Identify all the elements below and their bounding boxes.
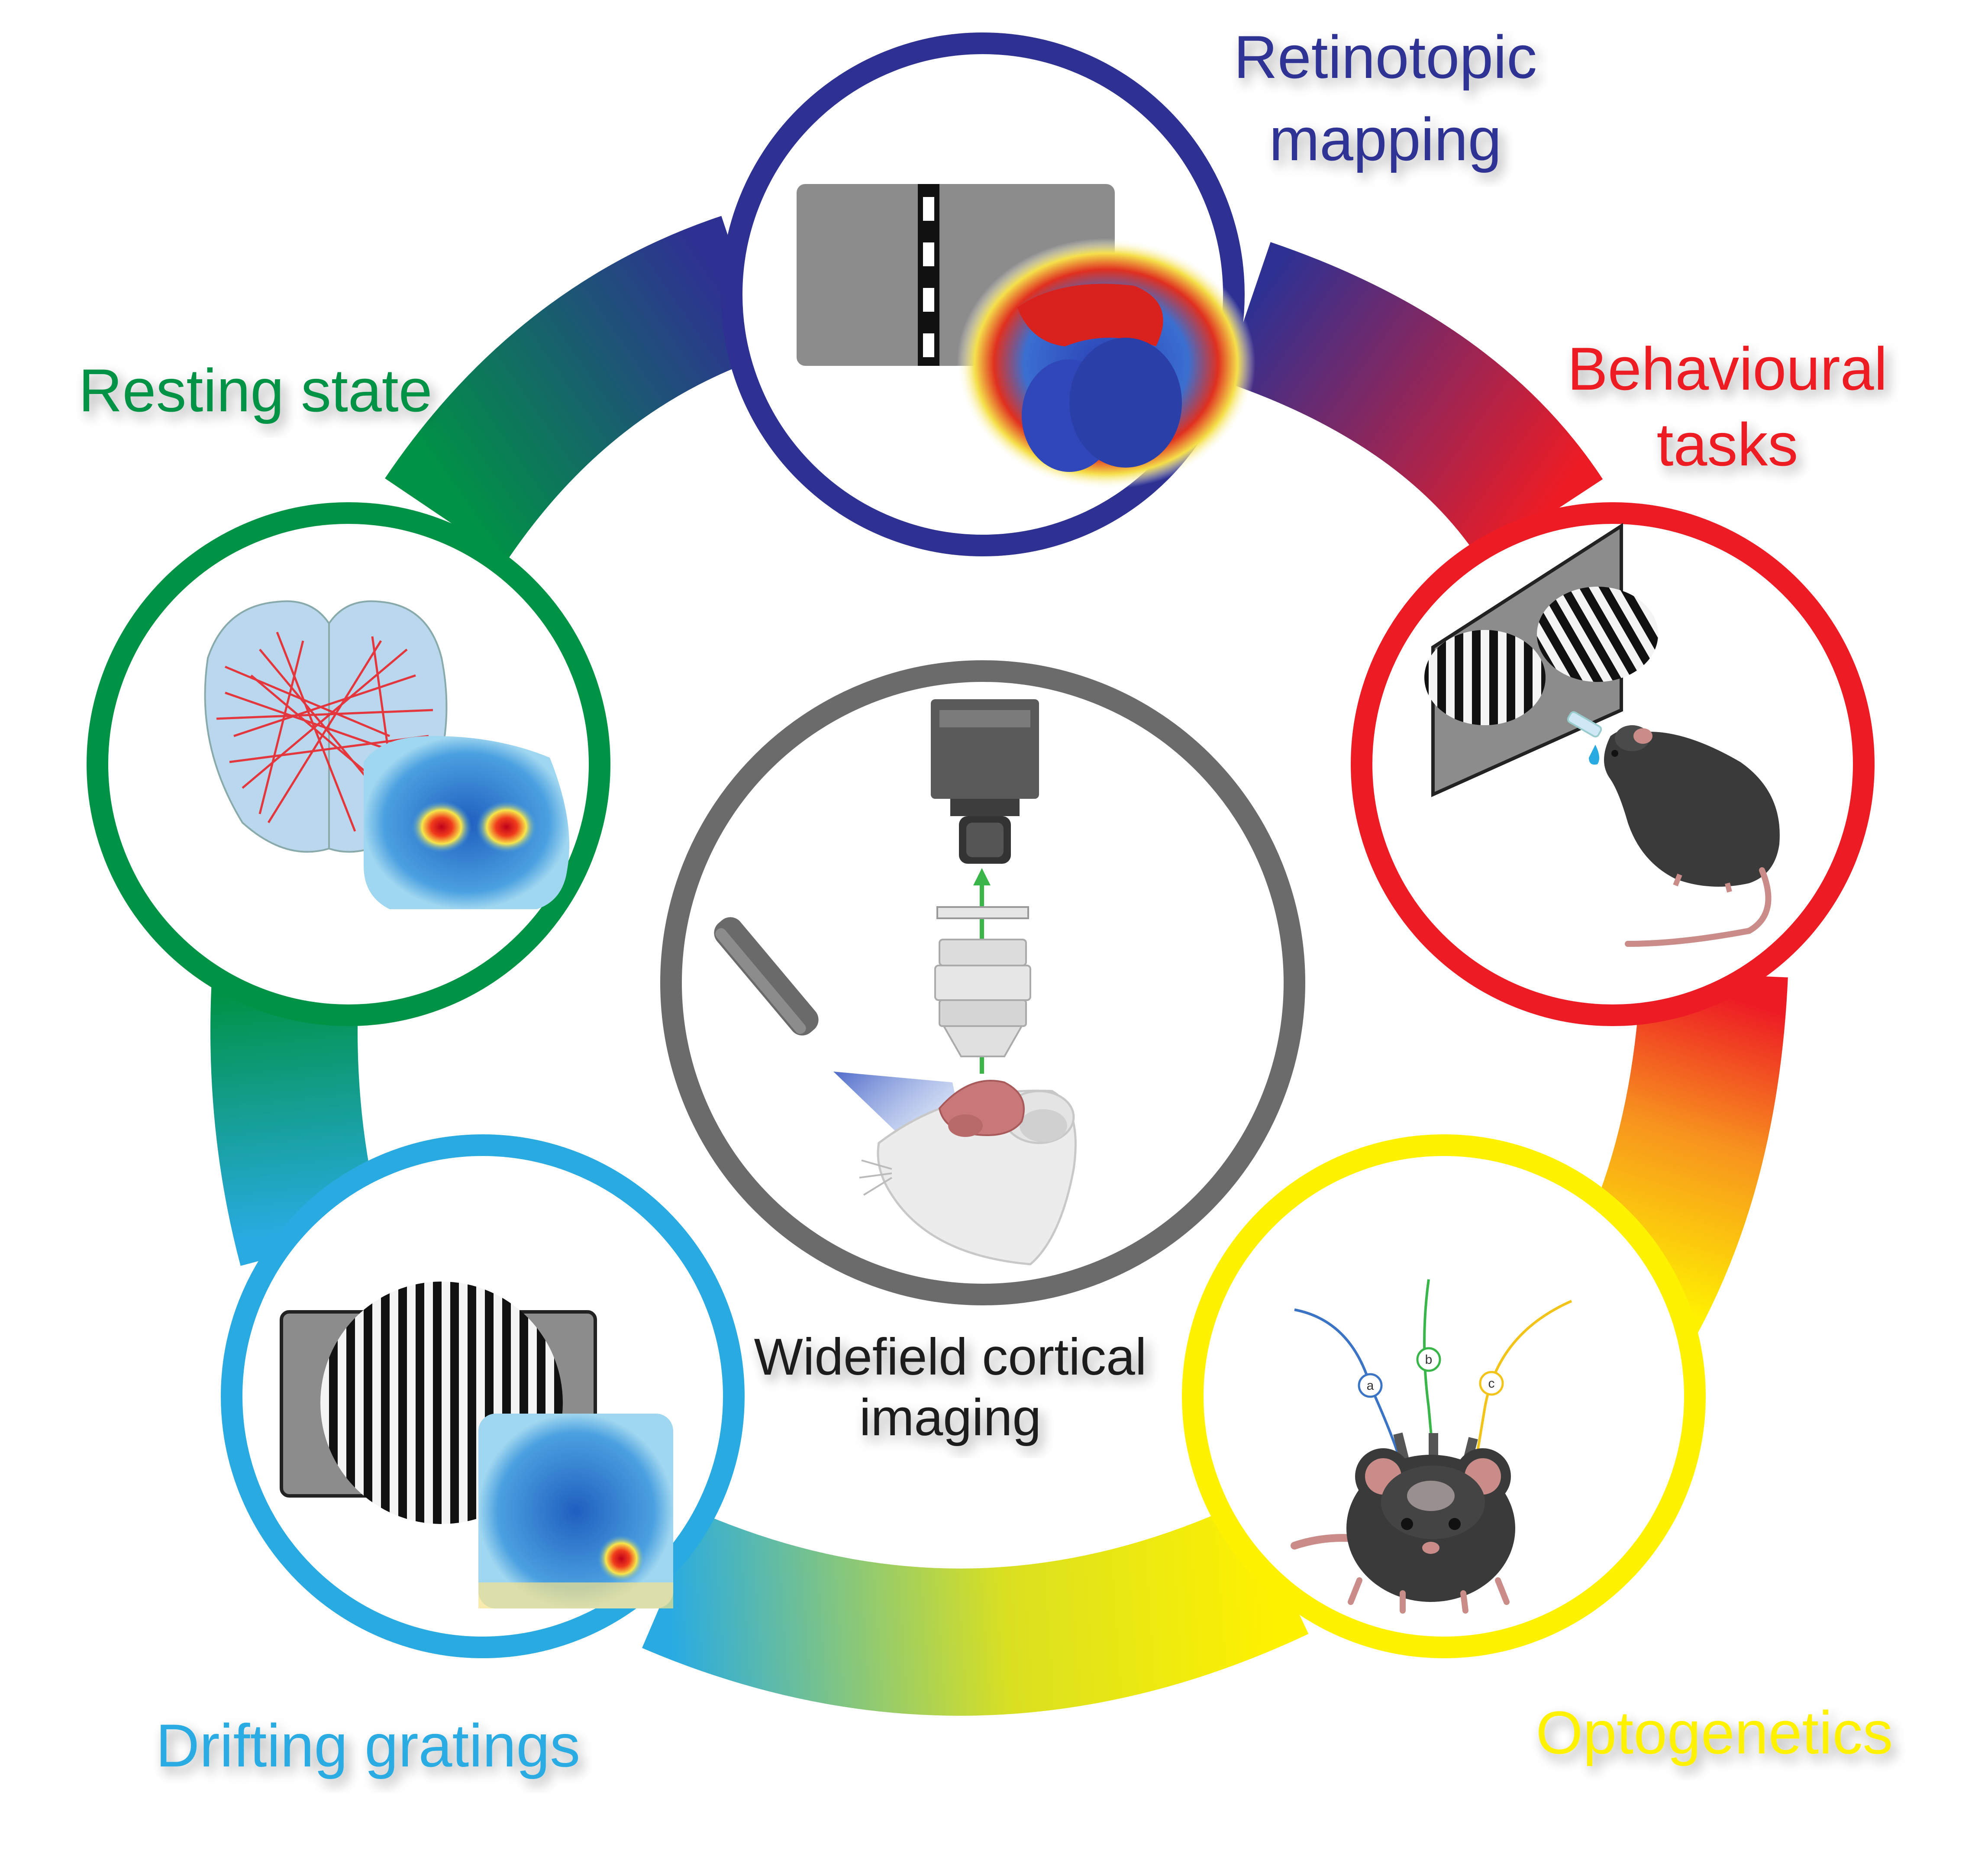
fiber-c-marker [1479,1371,1504,1396]
behavioural-node: Behavioural tasks [1351,335,1888,1026]
mouse-icon [1604,725,1780,947]
left-grating-icon [1424,630,1546,725]
filter-plate [936,906,1029,919]
optogenetics-label: Optogenetics [1536,1698,1893,1766]
reward-spout-icon [1567,711,1602,765]
drifting-gratings-label: Drifting gratings [156,1711,580,1779]
fiber-c-label: c [1488,1376,1495,1391]
drifting-gratings-node: Drifting gratings [156,1134,745,1779]
ring-segment-green-blue [385,216,768,561]
fiber-a-marker [1358,1373,1383,1398]
center-label-line1: Widefield cortical [754,1328,1147,1386]
checkerboard-bar-icon [918,184,939,366]
center-node: Widefield cortical imaging [660,660,1305,1447]
emission-arrowhead [973,868,991,885]
optogenetics-circle [1182,1134,1706,1658]
resting-state-node: Resting state [78,356,610,1026]
mouse-head-icon [859,1080,1077,1266]
optical-fibers-icon: a b c [1294,1279,1572,1482]
ring-segment-yellow-cyan [642,1501,1309,1716]
mouse-icon [1291,1448,1515,1614]
optogenetics-node: a b c Optogenetics [1182,1134,1893,1766]
retinotopy-heatmap [957,238,1255,489]
grating-response-heatmap [478,1414,673,1608]
fiber-a-label: a [1367,1379,1374,1393]
retinotopic-node: Retinotopic mapping [721,23,1537,556]
center-label-line2: imaging [859,1388,1041,1447]
fiber-b-label: b [1425,1353,1433,1367]
fiber-b-marker [1416,1347,1441,1372]
resting-state-label: Resting state [78,356,432,424]
objective-lens-icon [934,939,1031,1057]
behavioural-label-line1: Behavioural [1567,335,1887,403]
right-grating-icon [1537,587,1658,682]
retinotopic-label-line1: Retinotopic [1234,23,1537,91]
resting-state-heatmap [364,736,569,909]
retinotopic-label-line2: mapping [1269,105,1501,173]
behavioural-label-line2: tasks [1657,410,1798,478]
camera-icon [931,699,1039,864]
ring-segment-blue-red [1223,242,1603,561]
